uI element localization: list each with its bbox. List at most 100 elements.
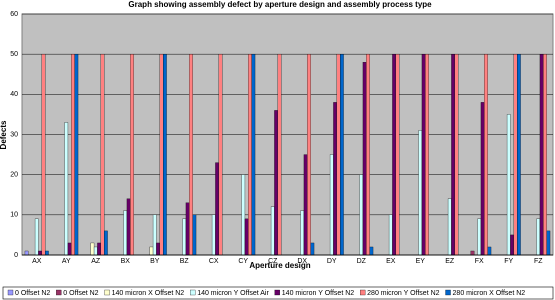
bar	[307, 54, 311, 256]
bar	[303, 154, 308, 256]
bar	[185, 202, 190, 256]
bar	[513, 54, 518, 256]
x-tick-label: AX	[32, 258, 42, 265]
bar	[333, 102, 337, 256]
bar	[41, 54, 46, 256]
bar	[506, 114, 511, 256]
x-tick-label: EZ	[445, 258, 455, 265]
bar	[517, 54, 521, 256]
bar	[130, 54, 134, 256]
bar	[71, 54, 75, 256]
bar	[536, 218, 541, 256]
legend-swatch	[56, 289, 62, 296]
x-tick-label: AZ	[91, 258, 101, 265]
legend-swatch	[274, 289, 280, 296]
bar	[510, 234, 514, 256]
x-tick-label: DX	[297, 258, 307, 265]
bar	[329, 154, 334, 256]
bar	[38, 250, 42, 256]
y-tick-label: 20	[10, 172, 18, 179]
bar	[182, 218, 187, 256]
legend-label: 140 micron Y Offset Air	[197, 290, 269, 297]
chart-title: Graph showing assembly defect by apertur…	[128, 0, 432, 9]
legend-swatch	[104, 289, 110, 296]
bar	[270, 206, 275, 256]
bar	[418, 130, 423, 256]
bar	[366, 54, 370, 256]
bar	[104, 230, 108, 256]
bar	[74, 54, 79, 256]
bar	[67, 242, 72, 256]
bar	[100, 54, 105, 256]
legend-swatch	[360, 289, 366, 296]
bar	[300, 210, 305, 256]
bar	[480, 102, 485, 256]
bar	[159, 54, 164, 256]
bar	[126, 198, 131, 256]
bar	[274, 110, 278, 256]
legend-swatch	[7, 289, 14, 296]
x-tick-label: DY	[327, 258, 337, 265]
y-tick-label: 60	[10, 11, 18, 18]
y-tick-label: 10	[10, 212, 18, 219]
bar	[149, 246, 154, 256]
y-tick-label: 50	[10, 51, 18, 58]
bar	[362, 62, 367, 256]
bar	[93, 246, 98, 256]
x-tick-label: CX	[209, 258, 219, 265]
y-tick-label: 30	[10, 131, 18, 138]
x-tick-label: EY	[416, 258, 426, 265]
legend-label: 280 micron Y Offset N2	[367, 290, 439, 297]
bar	[277, 54, 282, 256]
y-axis-label: Defects	[0, 120, 8, 149]
bar	[189, 54, 193, 256]
x-tick-label: FY	[504, 258, 513, 265]
x-tick-label: AY	[62, 258, 71, 265]
x-tick-label: CZ	[268, 258, 278, 265]
bar	[470, 250, 475, 256]
bar	[425, 54, 429, 256]
x-axis-label: Aperture design	[249, 261, 310, 270]
bar	[248, 54, 252, 256]
bar	[192, 214, 197, 256]
bar	[477, 218, 482, 256]
legend-swatch	[190, 289, 196, 296]
y-tick-label: 40	[10, 91, 18, 98]
bar	[359, 174, 364, 256]
bar	[215, 162, 219, 256]
x-tick-label: DZ	[357, 258, 367, 265]
bar	[34, 218, 39, 256]
bar	[241, 174, 246, 256]
bar	[45, 250, 49, 256]
x-tick-label: FX	[475, 258, 484, 265]
bar	[340, 54, 344, 256]
x-tick-label: BY	[150, 258, 160, 265]
bar	[90, 242, 95, 256]
bar	[97, 242, 101, 256]
bar	[163, 54, 167, 256]
legend-label: 140 micron Y Offset N2	[282, 290, 354, 297]
y-tick-label: 0	[14, 252, 18, 259]
bar	[156, 242, 160, 256]
x-tick-label: BZ	[180, 258, 190, 265]
bar	[487, 246, 492, 256]
legend-label: 0 Offset N2	[15, 290, 50, 297]
bar	[447, 198, 452, 256]
bar	[310, 242, 315, 256]
bar	[251, 54, 256, 256]
bar	[392, 54, 396, 256]
legend-swatch	[445, 289, 451, 296]
bar	[244, 218, 249, 256]
bar	[211, 214, 216, 256]
bar	[218, 54, 223, 256]
legend-label: 0 Offset N2	[63, 290, 98, 297]
bar	[543, 54, 547, 256]
bar	[64, 122, 69, 256]
x-tick-label: FZ	[534, 258, 543, 265]
bar	[336, 54, 341, 256]
bar	[451, 54, 455, 256]
bar	[546, 230, 551, 256]
bar	[388, 214, 393, 256]
legend-label: 280 micron X Offset N2	[453, 290, 526, 297]
